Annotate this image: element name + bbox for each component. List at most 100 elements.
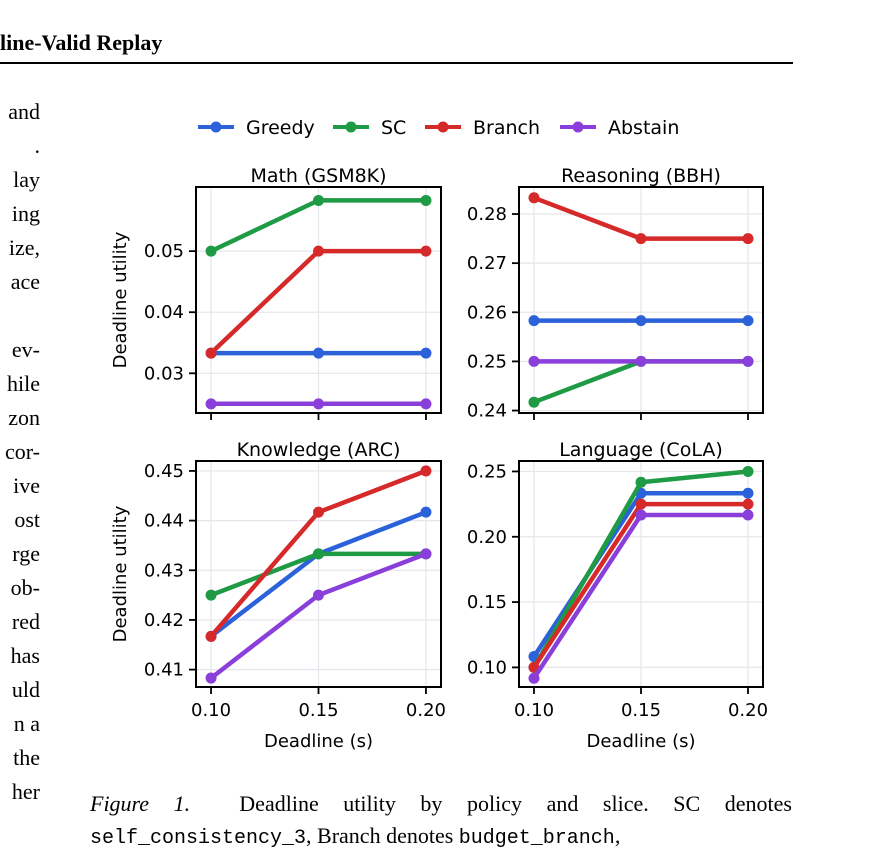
left-column-line: lay (13, 167, 40, 192)
point-abstain-math-gsm8k (205, 398, 217, 410)
legend-marker-greedy (210, 121, 222, 133)
point-branch-math-gsm8k (420, 245, 432, 257)
x-tick-label-knowledge-arc: 0.10 (191, 700, 231, 721)
panel-title-language-cola: Language (CoLA) (559, 439, 723, 461)
y-tick-label-reasoning-bbh: 0.24 (467, 401, 507, 422)
point-abstain-knowledge-arc (420, 548, 432, 560)
legend-marker-abstain (572, 121, 584, 133)
legend-label-abstain: Abstain (608, 117, 679, 139)
y-tick-label-knowledge-arc: 0.43 (144, 560, 184, 581)
x-tick-label-language-cola: 0.15 (621, 700, 661, 721)
header-rule (0, 62, 793, 64)
caption-text-b: , Branch denotes (306, 823, 454, 848)
caption-text-c: , (614, 823, 621, 848)
point-branch-reasoning-bbh (635, 233, 647, 245)
point-branch-language-cola (742, 498, 754, 510)
x-tick-label-language-cola: 0.20 (728, 700, 768, 721)
y-tick-label-math-gsm8k: 0.03 (144, 363, 184, 384)
left-column-line: . (34, 133, 41, 158)
y-tick-label-language-cola: 0.20 (467, 527, 507, 548)
point-abstain-knowledge-arc (313, 589, 324, 601)
y-tick-label-math-gsm8k: 0.04 (144, 302, 184, 323)
left-column-line: and (8, 99, 40, 124)
left-column-line: has (10, 643, 40, 668)
x-tick-label-knowledge-arc: 0.15 (298, 700, 338, 721)
point-greedy-reasoning-bbh (742, 315, 754, 327)
point-branch-knowledge-arc (205, 630, 217, 642)
left-column-line: ing (11, 201, 40, 226)
running-title: line-Valid Replay (0, 30, 163, 55)
left-column-line: ob- (10, 575, 40, 600)
y-tick-label-knowledge-arc: 0.44 (144, 511, 184, 532)
caption-text-a: Deadline utility by policy and slice. SC… (239, 791, 792, 816)
figure-1: Greedy SC Branch Abstain 0.03 0.04 0.05 Math (G… (110, 117, 768, 752)
y-tick-label-reasoning-bbh: 0.27 (467, 253, 507, 274)
point-branch-knowledge-arc (313, 506, 324, 518)
y-tick-label-language-cola: 0.10 (467, 657, 507, 678)
point-sc-knowledge-arc (313, 548, 324, 560)
legend-label-sc: SC (381, 117, 406, 139)
y-tick-label-knowledge-arc: 0.45 (144, 461, 184, 482)
x-axis-label-knowledge-arc: Deadline (s) (264, 731, 373, 752)
point-branch-math-gsm8k (313, 245, 324, 257)
point-abstain-language-cola (742, 509, 754, 521)
point-abstain-reasoning-bbh (528, 355, 540, 367)
left-column-line: ev- (11, 337, 40, 362)
y-tick-label-knowledge-arc: 0.41 (144, 660, 184, 681)
point-branch-knowledge-arc (420, 465, 432, 477)
point-abstain-language-cola (635, 509, 647, 521)
left-column-line: cor- (5, 439, 40, 464)
left-column-line: her (11, 779, 40, 804)
y-axis-label-math-gsm8k: Deadline utility (110, 231, 131, 368)
left-column-line: uld (11, 677, 40, 702)
point-sc-math-gsm8k (313, 194, 324, 206)
point-abstain-math-gsm8k (420, 398, 432, 410)
point-sc-reasoning-bbh (528, 396, 540, 408)
left-column-line: red (11, 609, 40, 634)
point-sc-language-cola (635, 476, 647, 488)
left-column-line: hile (7, 371, 40, 396)
legend-label-greedy: Greedy (246, 117, 315, 139)
left-column-fragments: and. lay ing ize, ace ev-hile zon cor-ive ost rg… (0, 95, 40, 809)
point-branch-language-cola (635, 498, 647, 510)
caption-label: Figure 1. (90, 791, 191, 816)
left-column-line: ace (10, 269, 40, 294)
x-tick-label-language-cola: 0.10 (514, 700, 554, 721)
point-sc-language-cola (742, 465, 754, 477)
point-branch-reasoning-bbh (742, 233, 754, 245)
left-column-line: the (13, 745, 40, 770)
left-column-line: ize, (8, 235, 40, 260)
point-branch-reasoning-bbh (528, 192, 540, 204)
left-column-line: n a (13, 711, 40, 736)
point-greedy-reasoning-bbh (528, 315, 540, 327)
point-abstain-reasoning-bbh (635, 355, 647, 367)
point-greedy-reasoning-bbh (635, 315, 647, 327)
y-tick-label-language-cola: 0.15 (467, 592, 507, 613)
left-column-line: rge (12, 541, 40, 566)
point-sc-knowledge-arc (205, 589, 217, 601)
left-column-line: ost (14, 507, 40, 532)
caption-mono-b: budget_branch (458, 827, 615, 850)
figure-caption: Figure 1. Deadline utility by policy and… (90, 788, 792, 855)
point-greedy-language-cola (742, 487, 754, 499)
point-abstain-language-cola (528, 672, 540, 684)
point-greedy-knowledge-arc (420, 506, 432, 518)
x-tick-label-knowledge-arc: 0.20 (406, 700, 446, 721)
y-tick-label-language-cola: 0.25 (467, 461, 507, 482)
point-abstain-math-gsm8k (313, 398, 324, 410)
point-branch-math-gsm8k (205, 347, 217, 359)
y-axis-label-knowledge-arc: Deadline utility (110, 505, 131, 642)
point-greedy-math-gsm8k (313, 347, 324, 359)
y-tick-label-knowledge-arc: 0.42 (144, 610, 184, 631)
y-tick-label-math-gsm8k: 0.05 (144, 241, 184, 262)
left-column-line: ive (13, 473, 40, 498)
point-sc-math-gsm8k (205, 245, 217, 257)
y-tick-label-reasoning-bbh: 0.26 (467, 302, 507, 323)
point-abstain-reasoning-bbh (742, 355, 754, 367)
y-tick-label-reasoning-bbh: 0.25 (467, 351, 507, 372)
caption-mono-a: self_consistency_3 (90, 827, 307, 850)
panel-title-reasoning-bbh: Reasoning (BBH) (561, 165, 721, 187)
panel-title-math-gsm8k: Math (GSM8K) (250, 165, 386, 187)
legend-marker-branch (437, 121, 449, 133)
legend-label-branch: Branch (473, 117, 540, 139)
